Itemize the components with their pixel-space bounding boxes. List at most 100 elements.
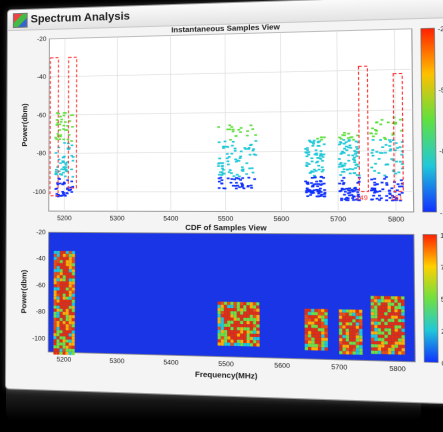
cdf-chart-title: CDF of Samples View <box>185 223 267 233</box>
cdf-cell <box>230 330 234 334</box>
cdf-cell <box>246 317 250 322</box>
cdf-cell <box>68 299 72 303</box>
cdf-cell <box>321 312 325 316</box>
cdf-cell <box>314 343 318 348</box>
cdf-cell <box>387 338 392 342</box>
sample-point <box>59 162 62 164</box>
sample-point <box>375 121 379 124</box>
cdf-cell <box>359 338 363 342</box>
cdf-cell <box>71 342 75 346</box>
sample-point <box>397 171 401 174</box>
cdf-cell <box>53 299 57 303</box>
samples-chart-title: Instantaneous Samples View <box>171 22 280 34</box>
app-icon <box>12 12 28 29</box>
cdf-cell <box>56 253 60 258</box>
cdf-cell <box>65 272 69 276</box>
cdf-cell <box>59 321 63 325</box>
cdf-cell <box>352 338 356 342</box>
sample-point <box>354 140 358 143</box>
cdf-cell <box>381 334 385 339</box>
cdf-cell <box>240 314 244 318</box>
cdf-cell <box>338 318 343 323</box>
cdf-cell <box>387 351 392 355</box>
cdf-cell <box>65 302 69 306</box>
sample-point <box>393 122 397 125</box>
cdf-cell <box>348 312 353 316</box>
sample-point <box>254 140 258 142</box>
sample-point <box>233 149 237 152</box>
cdf-cell <box>68 281 72 285</box>
sample-point <box>380 119 384 121</box>
sample-point <box>320 170 324 173</box>
cdf-cell <box>253 321 257 325</box>
cdf-cell <box>62 250 66 255</box>
samples-x-tick-label: 5300 <box>110 215 125 222</box>
cdf-cell <box>243 343 247 347</box>
cdf-cell <box>374 341 378 345</box>
cdf-cell <box>56 336 60 340</box>
cdf-cell <box>246 343 250 347</box>
sample-point <box>241 177 245 179</box>
sample-point <box>56 166 59 168</box>
sample-point <box>339 162 343 164</box>
samples-x-tick-label: 5800 <box>388 216 405 224</box>
cdf-cell <box>317 321 322 325</box>
cdf-cell <box>71 302 75 307</box>
sample-point <box>323 193 327 195</box>
cdf-cell <box>233 301 237 306</box>
sample-point <box>377 158 381 160</box>
sample-point <box>305 152 309 154</box>
cdf-cell <box>381 341 385 345</box>
cdf-cell <box>304 343 309 348</box>
cdf-cell <box>243 327 247 331</box>
sample-point <box>56 132 59 134</box>
samples-y-tick-label: -80 <box>37 150 47 157</box>
cdf-cell <box>71 305 75 310</box>
sample-point <box>319 136 323 139</box>
cdf-cell <box>233 323 237 328</box>
cdf-cell <box>352 319 356 323</box>
cdf-cell <box>387 325 392 329</box>
cdf-cell <box>230 301 234 306</box>
spectrum-analysis-window[interactable]: Spectrum Analysis <box>4 0 443 405</box>
sample-point <box>54 135 57 138</box>
sample-point <box>310 157 314 160</box>
cdf-cell <box>394 296 398 300</box>
sample-point <box>384 144 388 146</box>
cdf-cell <box>249 330 254 334</box>
sample-point <box>310 177 314 179</box>
sample-point <box>58 134 62 137</box>
cdf-y-tick-label: -100 <box>32 335 46 343</box>
cdf-cell <box>236 317 241 321</box>
sample-point <box>312 139 316 142</box>
cdf-cell <box>253 333 257 338</box>
sample-point <box>345 145 348 148</box>
cdf-cell <box>246 302 250 306</box>
cdf-cell <box>374 328 378 332</box>
sample-point <box>388 145 392 147</box>
sample-point <box>323 189 327 191</box>
cdf-cell <box>401 312 405 316</box>
cdf-cell <box>317 324 322 329</box>
cdf-cell <box>370 321 375 325</box>
sample-point <box>385 184 389 186</box>
cdf-cell <box>53 269 57 273</box>
cdf-cell <box>342 351 346 355</box>
cdf-cell <box>314 328 318 332</box>
sample-point <box>55 193 59 195</box>
cdf-cell <box>59 345 63 349</box>
cdf-cell <box>68 327 72 331</box>
sample-point <box>235 173 239 176</box>
sample-point <box>319 150 323 152</box>
cdf-cell <box>374 350 378 355</box>
cdf-cell <box>65 250 69 255</box>
sample-point <box>346 137 350 139</box>
cdf-cell <box>387 318 392 323</box>
cdf-cell <box>53 278 57 282</box>
cdf-cell <box>71 275 75 279</box>
sample-point <box>338 182 342 185</box>
sample-point <box>248 167 252 170</box>
cdf-cell <box>256 343 260 347</box>
cdf-cell <box>220 323 225 327</box>
